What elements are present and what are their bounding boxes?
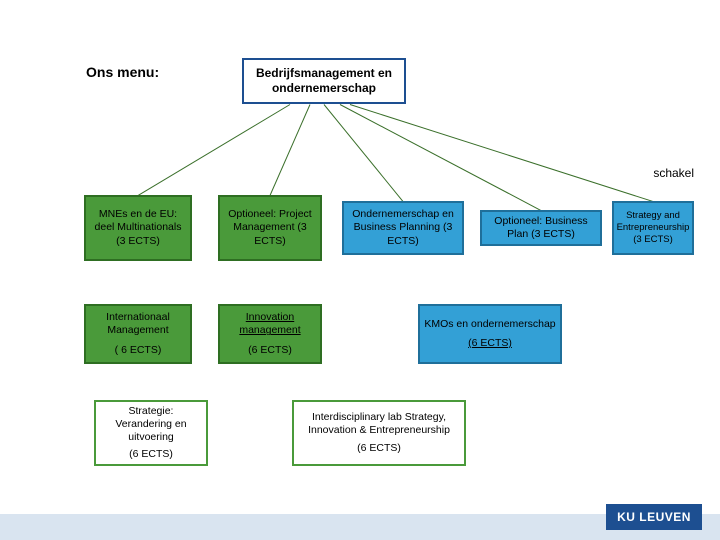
side-label-schakel: schakel xyxy=(653,166,694,180)
row3-title: Internationaal Management xyxy=(89,311,187,337)
connector-line xyxy=(350,104,653,202)
row3-box-0: Internationaal Management ( 6 ECTS) xyxy=(84,304,192,364)
row3-title: KMOs en ondernemerschap xyxy=(424,318,555,331)
row3-ects: (6 ECTS) xyxy=(248,344,292,357)
row4-title: Interdisciplinary lab Strategy, Innovati… xyxy=(297,411,461,437)
menu-label: Ons menu: xyxy=(86,64,159,80)
row3-box-1: Innovation management (6 ECTS) xyxy=(218,304,322,364)
row4-box-0: Strategie: Verandering en uitvoering (6 E… xyxy=(94,400,208,466)
connector-line xyxy=(324,104,404,202)
row2-box-4: Strategy and Entrepreneurship (3 ECTS) xyxy=(612,201,694,255)
connector-line xyxy=(138,104,291,196)
row2-box-0: MNEs en de EU: deel Multinationals (3 EC… xyxy=(84,195,192,261)
row3-ects: (6 ECTS) xyxy=(468,337,512,350)
row4-ects: (6 ECTS) xyxy=(357,442,401,455)
row4-ects: (6 ECTS) xyxy=(129,448,173,461)
row4-title: Strategie: Verandering en uitvoering xyxy=(99,405,203,444)
row2-box-2: Ondernemerschap en Business Planning (3 … xyxy=(342,201,464,255)
row2-box-3: Optioneel: Business Plan (3 ECTS) xyxy=(480,210,602,246)
root-box: Bedrijfsmanagement en ondernemerschap xyxy=(242,58,406,104)
row3-box-2: KMOs en ondernemerschap (6 ECTS) xyxy=(418,304,562,364)
row3-title: Innovation management xyxy=(223,311,317,337)
connector-line xyxy=(340,104,541,211)
row2-box-1: Optioneel: Project Management (3 ECTS) xyxy=(218,195,322,261)
row3-ects: ( 6 ECTS) xyxy=(115,344,162,357)
connector-line xyxy=(270,104,311,195)
row4-box-1: Interdisciplinary lab Strategy, Innovati… xyxy=(292,400,466,466)
ku-leuven-logo: KU LEUVEN xyxy=(606,504,702,530)
